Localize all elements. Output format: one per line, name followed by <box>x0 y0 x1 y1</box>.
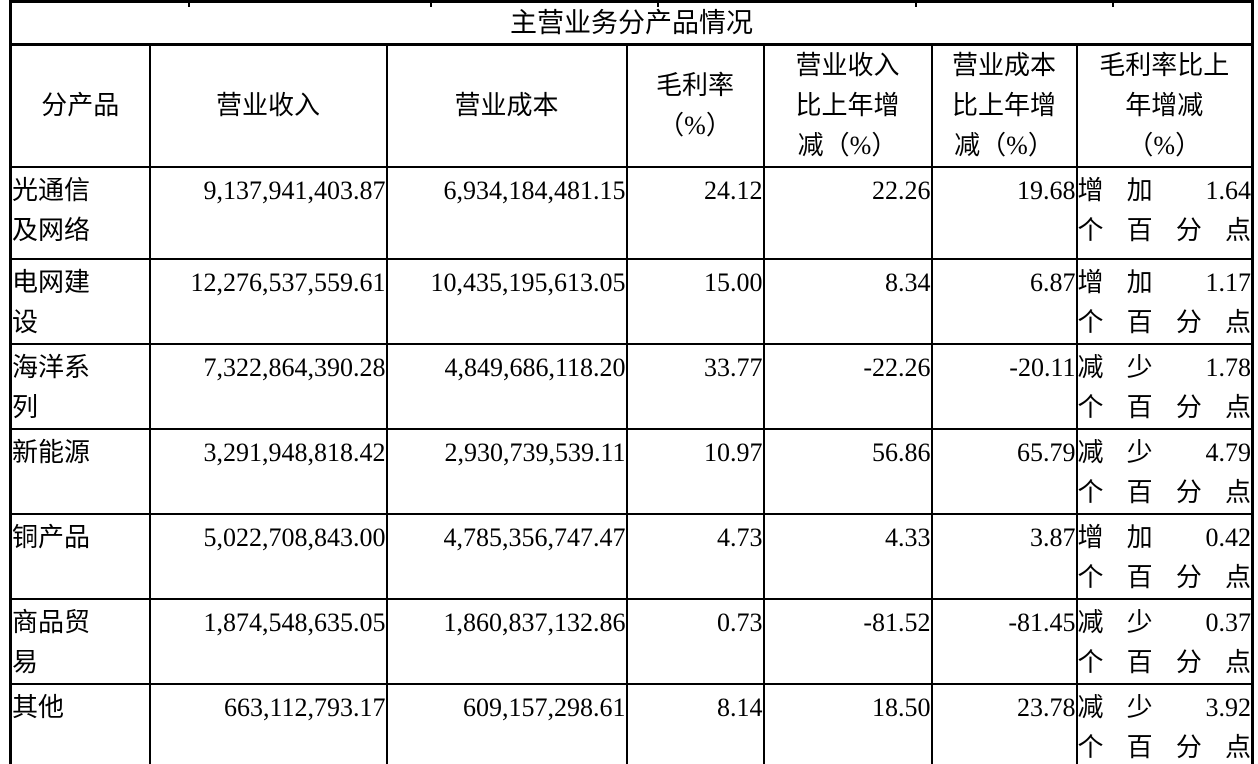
cell-product: 海洋系 列 <box>9 343 151 430</box>
table-title: 主营业务分产品情况 <box>9 0 1254 46</box>
cell-revenue: 3,291,948,818.42 <box>148 428 388 515</box>
table-row: 其他 663,112,793.17 609,157,298.61 8.14 18… <box>9 683 1254 764</box>
cell-cost-yoy: -20.11 <box>930 343 1078 430</box>
cell-cost-yoy: 3.87 <box>930 513 1078 600</box>
column-header-revenue-yoy: 营业收入 比上年增 减（%） <box>762 43 933 168</box>
cropped-row-divider <box>430 0 432 7</box>
cell-revenue: 663,112,793.17 <box>148 683 388 764</box>
cell-product: 光通信 及网络 <box>9 166 151 260</box>
cell-revenue: 9,137,941,403.87 <box>148 166 388 260</box>
cell-margin-yoy: 减少 0.37 个百分点 <box>1075 598 1254 685</box>
cell-cost: 4,849,686,118.20 <box>385 343 628 430</box>
cell-margin-yoy: 增加 1.17 个百分点 <box>1075 258 1254 345</box>
cell-margin: 8.14 <box>625 683 765 764</box>
cell-revenue: 1,874,548,635.05 <box>148 598 388 685</box>
cell-product: 商品贸 易 <box>9 598 151 685</box>
table-row: 光通信 及网络 9,137,941,403.87 6,934,184,481.1… <box>9 166 1254 260</box>
table-row: 商品贸 易 1,874,548,635.05 1,860,837,132.86 … <box>9 598 1254 685</box>
table-row: 铜产品 5,022,708,843.00 4,785,356,747.47 4.… <box>9 513 1254 600</box>
table-row: 新能源 3,291,948,818.42 2,930,739,539.11 10… <box>9 428 1254 515</box>
cropped-row-divider <box>1112 0 1114 7</box>
cell-product: 其他 <box>9 683 151 764</box>
cell-margin: 4.73 <box>625 513 765 600</box>
cell-cost: 6,934,184,481.15 <box>385 166 628 260</box>
cell-margin-yoy: 增加 0.42 个百分点 <box>1075 513 1254 600</box>
cell-margin-yoy: 增加 1.64 个百分点 <box>1075 166 1254 260</box>
cell-margin: 10.97 <box>625 428 765 515</box>
cell-cost-yoy: 6.87 <box>930 258 1078 345</box>
column-header-cost: 营业成本 <box>385 43 628 168</box>
cell-revenue: 5,022,708,843.00 <box>148 513 388 600</box>
cell-margin: 24.12 <box>625 166 765 260</box>
cell-cost-yoy: 19.68 <box>930 166 1078 260</box>
cropped-row-divider <box>657 0 659 7</box>
cell-cost-yoy: 23.78 <box>930 683 1078 764</box>
cell-margin: 15.00 <box>625 258 765 345</box>
cell-margin: 0.73 <box>625 598 765 685</box>
cell-margin: 33.77 <box>625 343 765 430</box>
column-header-cost-yoy: 营业成本 比上年增 减（%） <box>930 43 1078 168</box>
cell-revenue-yoy: 8.34 <box>762 258 933 345</box>
cell-revenue-yoy: 4.33 <box>762 513 933 600</box>
column-header-product: 分产品 <box>9 43 151 168</box>
cell-revenue-yoy: -81.52 <box>762 598 933 685</box>
cell-revenue: 12,276,537,559.61 <box>148 258 388 345</box>
cell-margin-yoy: 减少 4.79 个百分点 <box>1075 428 1254 515</box>
cell-revenue-yoy: 56.86 <box>762 428 933 515</box>
cell-revenue-yoy: -22.26 <box>762 343 933 430</box>
cell-revenue: 7,322,864,390.28 <box>148 343 388 430</box>
table-title-row: 主营业务分产品情况 <box>9 0 1254 46</box>
column-header-revenue: 营业收入 <box>148 43 388 168</box>
cell-product: 电网建 设 <box>9 258 151 345</box>
table-row: 电网建 设 12,276,537,559.61 10,435,195,613.0… <box>9 258 1254 345</box>
cell-product: 铜产品 <box>9 513 151 600</box>
cell-cost: 4,785,356,747.47 <box>385 513 628 600</box>
main-business-product-table: 主营业务分产品情况 分产品 营业收入 营业成本 毛利率 （%） 营业收入 比上年… <box>9 0 1255 764</box>
cropped-row-divider <box>915 0 917 7</box>
cell-cost: 2,930,739,539.11 <box>385 428 628 515</box>
cell-cost-yoy: -81.45 <box>930 598 1078 685</box>
table-row: 海洋系 列 7,322,864,390.28 4,849,686,118.20 … <box>9 343 1254 430</box>
cell-cost: 609,157,298.61 <box>385 683 628 764</box>
cell-cost: 10,435,195,613.05 <box>385 258 628 345</box>
cell-cost-yoy: 65.79 <box>930 428 1078 515</box>
cell-margin-yoy: 减少 3.92 个百分点 <box>1075 683 1254 764</box>
cell-margin-yoy: 减少 1.78 个百分点 <box>1075 343 1254 430</box>
cell-revenue-yoy: 18.50 <box>762 683 933 764</box>
column-header-margin-yoy: 毛利率比上 年增减 （%） <box>1075 43 1254 168</box>
cropped-row-divider <box>188 0 190 7</box>
table-header-row: 分产品 营业收入 营业成本 毛利率 （%） 营业收入 比上年增 减（%） 营业成… <box>9 43 1254 168</box>
column-header-margin: 毛利率 （%） <box>625 43 765 168</box>
cell-product: 新能源 <box>9 428 151 515</box>
cell-revenue-yoy: 22.26 <box>762 166 933 260</box>
cell-cost: 1,860,837,132.86 <box>385 598 628 685</box>
